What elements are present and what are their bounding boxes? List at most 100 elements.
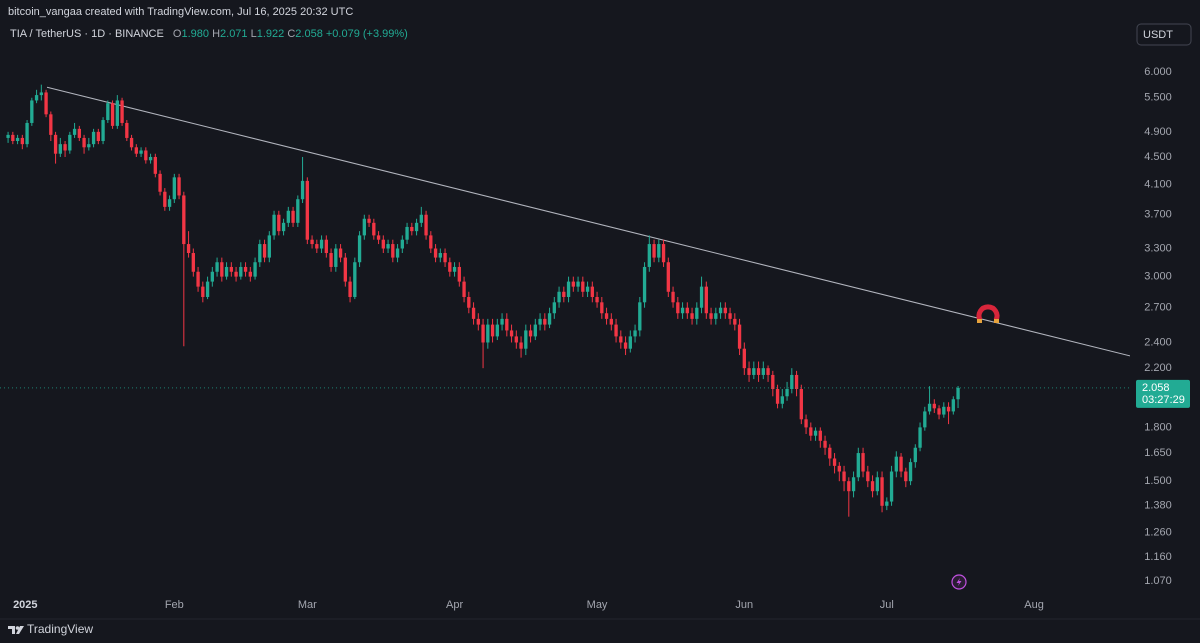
candle-body [842, 471, 846, 482]
candle-body [210, 271, 214, 282]
y-tick-label: 4.500 [1144, 151, 1172, 163]
candle-body [30, 100, 34, 123]
candle-body [186, 244, 191, 254]
candle-body [63, 144, 67, 151]
candle-body [780, 396, 784, 404]
credit: bitcoin_vangaa created with TradingView.… [8, 6, 353, 18]
candle-body [642, 266, 647, 303]
candle-body [395, 248, 400, 258]
candle-body [229, 266, 233, 272]
candle-body [15, 137, 20, 142]
open-label: O [173, 28, 182, 40]
candle-body [856, 453, 860, 478]
candle-body [372, 222, 376, 236]
x-tick-label: Mar [298, 599, 317, 611]
candle-body [519, 342, 523, 349]
candle-body [315, 244, 319, 249]
currency-button[interactable] [1136, 23, 1192, 46]
event-icon[interactable] [951, 574, 967, 590]
x-tick-label: Aug [1024, 599, 1044, 611]
candle-body [296, 199, 300, 223]
candle-body [866, 471, 870, 482]
y-tick-label: 2.700 [1144, 302, 1172, 314]
candle-body [68, 134, 72, 151]
time-axis: 2025 Feb Mar Apr May Jun Jul Aug [13, 599, 1044, 611]
last-price-label: 2.058 [1142, 382, 1170, 394]
y-tick-label: 3.300 [1144, 242, 1172, 254]
candle-body [148, 156, 153, 161]
candle-body [813, 430, 818, 436]
plot-area [0, 84, 1130, 517]
candle-body [39, 92, 43, 96]
candle-body [638, 302, 642, 331]
candle-body [448, 262, 452, 272]
y-tick-label: 1.160 [1144, 551, 1172, 563]
candle-body [870, 481, 875, 492]
candle-body [163, 191, 167, 207]
candle-body [809, 427, 813, 436]
candle-body [538, 318, 542, 325]
candle-body [585, 286, 590, 292]
candle-body [685, 307, 689, 314]
candle-body [709, 313, 713, 319]
open-value: 1.980 [181, 28, 209, 40]
candle-body [429, 235, 433, 249]
candle-body [391, 244, 395, 258]
candle-body [82, 137, 86, 148]
candle-body [471, 307, 476, 319]
candle-body [695, 307, 699, 319]
candle-body [747, 368, 751, 375]
candle-body [457, 266, 461, 282]
y-tick-label: 3.000 [1144, 271, 1172, 283]
candle-body [381, 239, 385, 249]
candle-body [528, 330, 533, 337]
candle-body [804, 419, 808, 428]
candle-body [927, 403, 932, 412]
candle-body [566, 281, 571, 297]
y-tick-label: 1.070 [1144, 575, 1172, 587]
candle-body [334, 248, 338, 267]
candle-body [44, 92, 48, 115]
candle-body [129, 137, 134, 148]
candle-body [272, 214, 276, 236]
candle-body [243, 266, 248, 272]
candle-body [120, 100, 124, 123]
candle-body [894, 456, 898, 472]
candle-body [386, 244, 390, 249]
candle-body [851, 477, 856, 492]
candle-body [343, 257, 347, 282]
y-tick-label: 5.500 [1144, 92, 1172, 104]
candle-body [310, 239, 314, 245]
candle-body [101, 120, 105, 142]
candle-body [823, 440, 827, 448]
candle-body [956, 387, 960, 400]
candle-body [633, 330, 637, 337]
candle-body [500, 318, 504, 325]
candle-body [661, 244, 666, 263]
currency[interactable]: USDT [1143, 29, 1173, 41]
candle-body [239, 266, 243, 277]
candle-body [766, 368, 770, 375]
candle-body [196, 271, 200, 287]
candle-body [144, 150, 148, 161]
candle-body [424, 214, 428, 236]
candle-body [899, 456, 903, 472]
candle-body [509, 330, 514, 337]
candle-body [799, 389, 803, 420]
candle-body [481, 324, 485, 343]
candle-body [704, 286, 708, 314]
candle-body [775, 389, 780, 404]
brand: TradingView [27, 622, 93, 636]
candle-body [923, 411, 927, 428]
candle-body [49, 114, 53, 135]
candle-body [348, 281, 352, 297]
candle-body [410, 226, 414, 232]
candle-body [20, 137, 24, 145]
y-tick-label: 3.700 [1144, 209, 1172, 221]
candle-body [714, 313, 718, 319]
candle-body [742, 348, 746, 369]
candle-body [595, 296, 599, 303]
candle-body [125, 122, 129, 138]
